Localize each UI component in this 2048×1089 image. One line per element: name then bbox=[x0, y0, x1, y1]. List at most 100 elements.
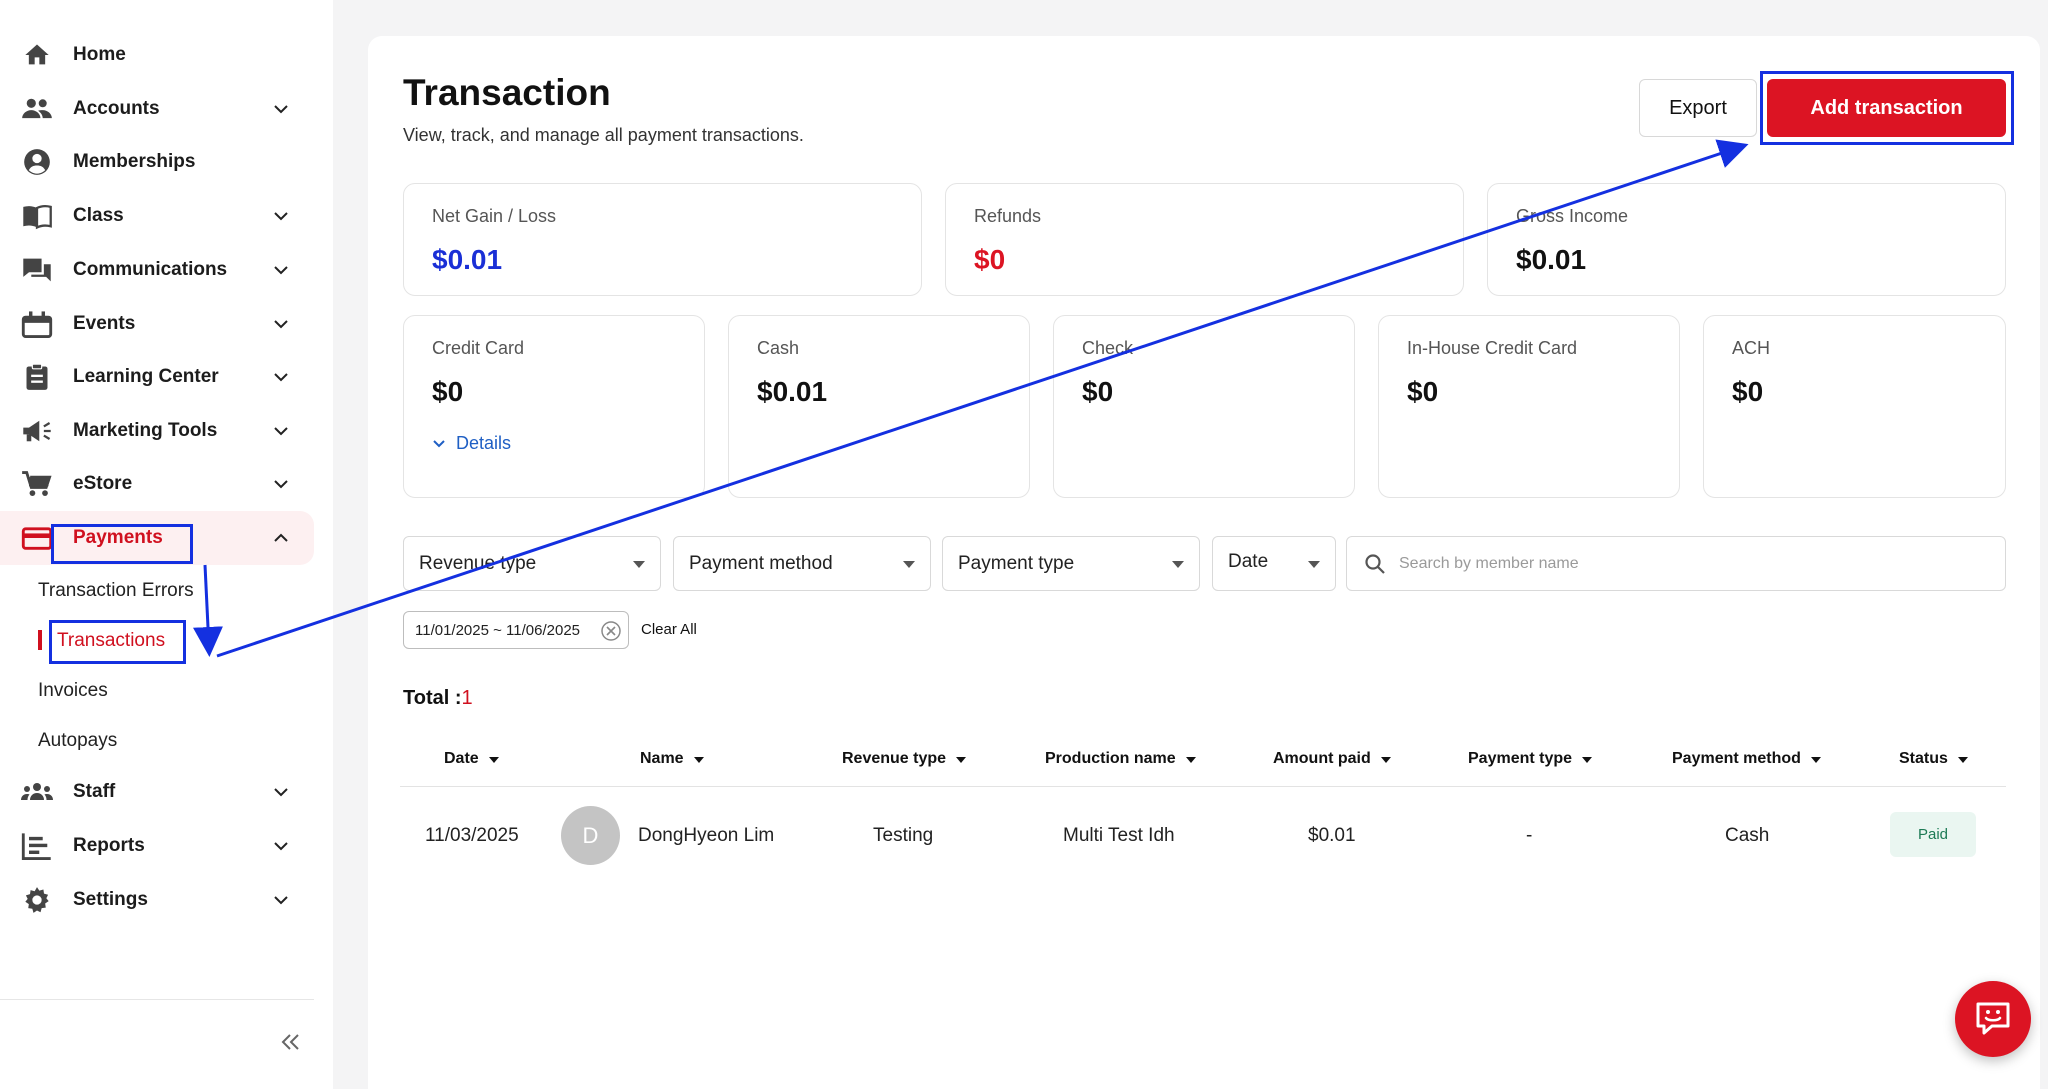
sidebar-item-settings[interactable]: Settings bbox=[0, 873, 314, 927]
sidebar-subitem-transactions[interactable]: Transactions bbox=[57, 630, 166, 651]
sidebar-subitem-transaction-errors[interactable]: Transaction Errors bbox=[38, 580, 194, 601]
method-label: ACH bbox=[1732, 338, 1771, 358]
sort-icon bbox=[1957, 757, 1968, 763]
chevron-down-icon[interactable] bbox=[272, 315, 290, 333]
cell-name[interactable]: DongHyeon Lim bbox=[638, 825, 775, 846]
date-select[interactable]: Date bbox=[1212, 536, 1336, 591]
megaphone-icon bbox=[20, 417, 54, 445]
details-label: Details bbox=[456, 433, 512, 453]
revenue-type-select[interactable]: Revenue type bbox=[403, 536, 661, 591]
annotation-box-payments bbox=[51, 524, 193, 564]
chat-icon bbox=[20, 256, 54, 284]
chevron-up-icon[interactable] bbox=[272, 529, 290, 547]
sidebar-subitem-autopays[interactable]: Autopays bbox=[38, 730, 118, 751]
column-header-production-name[interactable]: Production name bbox=[1045, 750, 1196, 768]
total-count: Total :1 bbox=[403, 687, 473, 710]
column-label: Date bbox=[444, 750, 479, 767]
column-header-payment-method[interactable]: Payment method bbox=[1672, 750, 1821, 768]
column-label: Status bbox=[1899, 750, 1948, 767]
sidebar-item-label: Payments bbox=[73, 527, 163, 548]
search-placeholder: Search by member name bbox=[1399, 555, 1579, 572]
stat-value: $0 bbox=[974, 244, 1006, 275]
chevron-down-icon[interactable] bbox=[272, 422, 290, 440]
column-label: Amount paid bbox=[1273, 750, 1371, 767]
sidebar-item-events[interactable]: Events bbox=[0, 297, 314, 351]
export-button[interactable]: Export bbox=[1639, 79, 1757, 137]
table-header-divider bbox=[400, 786, 2006, 787]
sidebar-item-estore[interactable]: eStore bbox=[0, 457, 314, 511]
method-card-cash: Cash $0.01 bbox=[728, 315, 1030, 498]
clear-chip-icon[interactable] bbox=[600, 620, 622, 642]
chevron-down-icon[interactable] bbox=[272, 261, 290, 279]
select-label: Payment method bbox=[689, 553, 833, 574]
add-transaction-button[interactable]: Add transaction bbox=[1767, 79, 2006, 137]
search-icon bbox=[1363, 552, 1387, 576]
method-value: $0.01 bbox=[757, 376, 828, 407]
sidebar-item-marketing-tools[interactable]: Marketing Tools bbox=[0, 404, 314, 458]
chevron-down-icon[interactable] bbox=[272, 368, 290, 386]
sidebar-subitem-invoices[interactable]: Invoices bbox=[38, 680, 108, 701]
cell-payment-type: - bbox=[1526, 825, 1533, 846]
staff-icon bbox=[20, 778, 54, 806]
method-value: $0 bbox=[1082, 376, 1114, 407]
column-header-payment-type[interactable]: Payment type bbox=[1468, 750, 1593, 768]
column-header-status[interactable]: Status bbox=[1899, 750, 1968, 768]
method-value: $0 bbox=[432, 376, 464, 407]
cell-production-name: Multi Test Idh bbox=[1063, 825, 1175, 846]
chevron-down-icon[interactable] bbox=[272, 837, 290, 855]
sidebar-item-label: eStore bbox=[73, 473, 133, 494]
sidebar-item-label: Staff bbox=[73, 781, 116, 802]
cell-amount-paid: $0.01 bbox=[1308, 825, 1356, 846]
stat-label: Gross Income bbox=[1516, 206, 1629, 226]
sort-icon bbox=[1380, 757, 1391, 763]
cart-icon bbox=[20, 470, 54, 498]
details-toggle[interactable]: Details bbox=[432, 433, 511, 454]
caret-down-icon bbox=[1172, 561, 1184, 568]
select-label: Date bbox=[1228, 551, 1269, 572]
method-card-ach: ACH $0 bbox=[1703, 315, 2006, 498]
column-header-date[interactable]: Date bbox=[444, 750, 499, 768]
page-title: Transaction bbox=[403, 72, 611, 113]
chevron-down-icon[interactable] bbox=[272, 100, 290, 118]
caret-down-icon bbox=[1308, 561, 1320, 568]
clipboard-icon bbox=[20, 363, 54, 391]
payment-method-select[interactable]: Payment method bbox=[673, 536, 931, 591]
sidebar-item-accounts[interactable]: Accounts bbox=[0, 82, 314, 136]
sidebar-item-learning-center[interactable]: Learning Center bbox=[0, 350, 314, 404]
sidebar-item-reports[interactable]: Reports bbox=[0, 819, 314, 873]
user-circle-icon bbox=[20, 148, 54, 176]
sidebar-item-staff[interactable]: Staff bbox=[0, 765, 314, 819]
chevron-down-icon[interactable] bbox=[272, 783, 290, 801]
support-chat-button[interactable] bbox=[1955, 981, 2031, 1057]
method-card-check: Check $0 bbox=[1053, 315, 1355, 498]
column-header-amount-paid[interactable]: Amount paid bbox=[1273, 750, 1391, 768]
sidebar-item-communications[interactable]: Communications bbox=[0, 243, 314, 297]
gear-icon bbox=[20, 886, 54, 914]
sidebar-item-home[interactable]: Home bbox=[0, 28, 314, 82]
column-label: Payment method bbox=[1672, 750, 1801, 767]
chevron-down-icon[interactable] bbox=[272, 891, 290, 909]
sidebar-item-memberships[interactable]: Memberships bbox=[0, 135, 314, 189]
column-header-revenue-type[interactable]: Revenue type bbox=[842, 750, 967, 768]
method-value: $0 bbox=[1732, 376, 1764, 407]
clear-all-link[interactable]: Clear All bbox=[641, 621, 697, 638]
sidebar-item-class[interactable]: Class bbox=[0, 189, 314, 243]
home-icon bbox=[20, 41, 54, 69]
sort-icon bbox=[488, 757, 499, 763]
method-label: Cash bbox=[757, 338, 800, 358]
sidebar-item-label: Accounts bbox=[73, 98, 160, 119]
total-value: 1 bbox=[461, 687, 473, 709]
stat-label: Net Gain / Loss bbox=[432, 206, 557, 226]
column-header-name[interactable]: Name bbox=[640, 750, 704, 768]
payment-type-select[interactable]: Payment type bbox=[942, 536, 1200, 591]
method-label: Credit Card bbox=[432, 338, 525, 358]
chevron-down-icon[interactable] bbox=[272, 475, 290, 493]
calendar-icon bbox=[20, 310, 54, 338]
search-input[interactable]: Search by member name bbox=[1346, 536, 2006, 591]
collapse-sidebar-icon[interactable] bbox=[278, 1030, 302, 1054]
sort-icon bbox=[956, 757, 967, 763]
chevron-down-icon[interactable] bbox=[272, 207, 290, 225]
status-badge: Paid bbox=[1890, 812, 1976, 857]
sidebar-item-label: Events bbox=[73, 313, 136, 334]
reports-icon bbox=[20, 832, 54, 860]
